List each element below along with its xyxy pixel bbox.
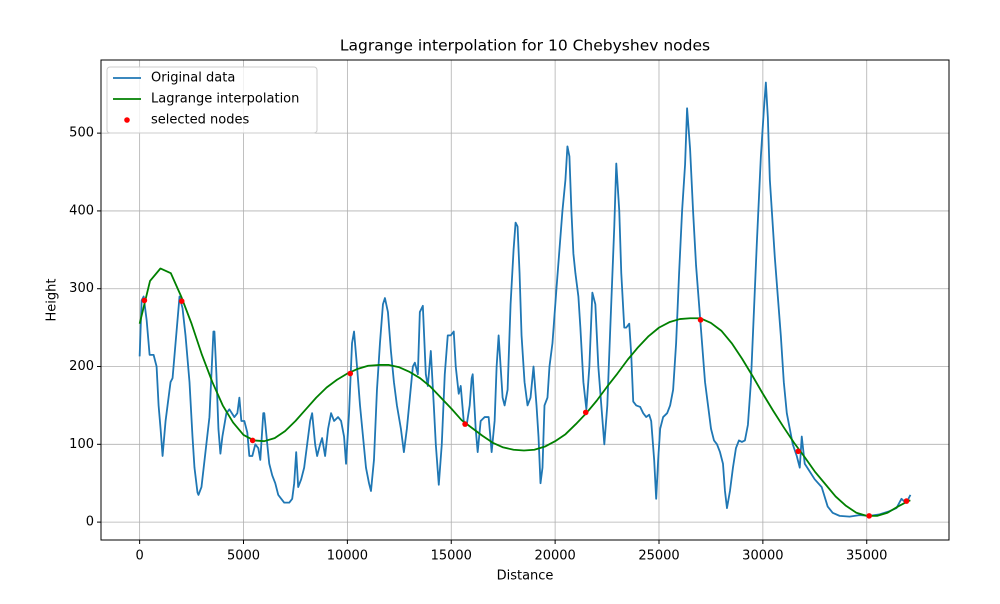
legend-label: selected nodes <box>151 113 249 128</box>
x-tick-label: 20000 <box>534 549 575 564</box>
data-point <box>249 437 256 444</box>
y-tick-label: 200 <box>69 359 94 374</box>
data-point <box>582 409 589 416</box>
x-axis-label: Distance <box>497 569 554 584</box>
data-line <box>138 81 912 518</box>
y-tick-label: 0 <box>86 515 94 530</box>
data-point <box>866 513 872 519</box>
data-line <box>138 267 911 517</box>
x-tick-label: 10000 <box>327 549 368 564</box>
x-tick-label: 5000 <box>227 549 260 564</box>
legend-box <box>106 66 318 134</box>
data-point <box>347 370 354 377</box>
y-axis-label: Height <box>45 279 60 322</box>
data-point <box>697 317 704 323</box>
legend-label: Original data <box>151 71 235 86</box>
legend-label: Lagrange interpolation <box>151 92 299 107</box>
data-point <box>178 298 185 304</box>
y-tick-label: 100 <box>69 437 94 452</box>
data-point <box>462 421 468 427</box>
x-tick-label: 0 <box>135 549 143 564</box>
axes-frame <box>100 59 950 541</box>
x-tick-label: 25000 <box>638 549 679 564</box>
data-point <box>903 498 910 504</box>
y-tick-label: 400 <box>69 203 94 218</box>
y-tick-label: 500 <box>69 126 94 141</box>
legend-marker <box>124 117 130 123</box>
chart-title: Lagrange interpolation for 10 Chebyshev … <box>340 37 710 55</box>
data-point <box>141 297 148 304</box>
data-point <box>795 448 802 455</box>
x-tick-label: 35000 <box>846 549 887 564</box>
y-tick-label: 300 <box>69 281 94 296</box>
x-tick-label: 15000 <box>431 549 472 564</box>
x-tick-label: 30000 <box>742 549 783 564</box>
